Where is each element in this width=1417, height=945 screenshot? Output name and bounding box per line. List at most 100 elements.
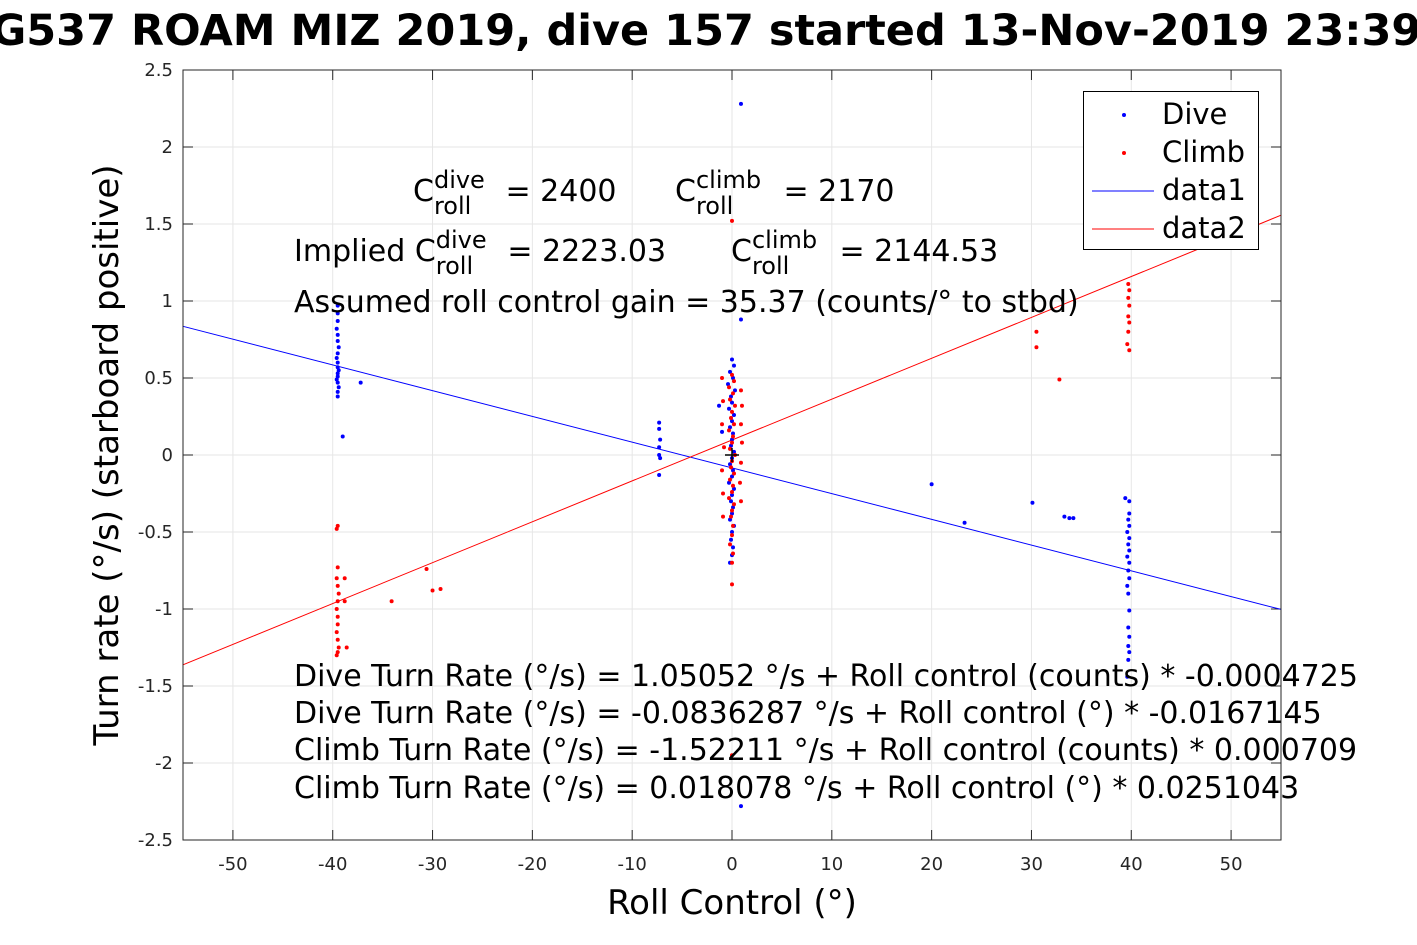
climb-point (739, 440, 744, 445)
climb-point (738, 388, 743, 393)
legend-item-data1: data1 (1084, 171, 1258, 209)
chart-title-text: SG537 ROAM MIZ 2019, dive 157 started 13… (0, 6, 1417, 56)
climb-point (730, 523, 735, 528)
climb-point (731, 379, 736, 384)
legend: Dive Climb data1 data2 (1083, 91, 1259, 250)
x-tick-label: 10 (820, 854, 843, 875)
climb-point (1126, 314, 1131, 319)
chart-title: SG537 ROAM MIZ 2019, dive 157 started 13… (0, 6, 1417, 56)
dive-point (1126, 625, 1131, 630)
climb-point (334, 630, 339, 635)
climb-point (730, 372, 734, 377)
climb-point (730, 409, 734, 414)
dive-point (730, 511, 734, 516)
dive-point (1125, 674, 1130, 679)
x-axis-label: Roll Control (°) (607, 883, 857, 923)
dive-point (726, 382, 731, 387)
dive-point (1127, 650, 1132, 655)
dive-point (728, 425, 733, 430)
climb-point (728, 446, 733, 451)
dive-point (336, 368, 341, 373)
climb-point (438, 586, 443, 591)
climb-point (342, 599, 347, 604)
y-tick-label: -1 (155, 599, 173, 620)
climb-point (729, 465, 734, 470)
climb-point (1057, 377, 1062, 382)
dive-point (658, 456, 663, 461)
climb-point (731, 502, 736, 507)
dive-point (929, 482, 934, 487)
climb-point (1127, 288, 1132, 293)
climb-point (334, 526, 339, 531)
climb-point (731, 471, 736, 476)
axes-box (182, 69, 1282, 841)
dive-point (728, 517, 733, 522)
climb-point (335, 565, 340, 570)
dive-point (730, 545, 735, 550)
dive-point (335, 365, 340, 370)
y-tick-label: 1 (162, 291, 173, 312)
dive-point (657, 420, 662, 425)
climb-point (738, 499, 743, 504)
x-tick-label: 0 (726, 854, 737, 875)
climb-marker-swatch (1122, 151, 1126, 155)
dive-point (730, 493, 734, 498)
climb-point (728, 397, 733, 402)
y-tick-label: 0 (162, 445, 173, 466)
dive-point (729, 394, 734, 399)
y-tick-label: -2 (155, 753, 173, 774)
scatter-points (334, 101, 1132, 809)
dive-point (731, 412, 736, 417)
legend-item-climb: Climb (1084, 133, 1258, 171)
dive-point (1126, 517, 1131, 522)
dive-point (334, 326, 339, 331)
climb-point (730, 753, 734, 758)
y-axis-label: Turn rate (°/s) (starboard positive) (87, 164, 127, 746)
dive-point (1127, 576, 1132, 581)
dive-point (1125, 583, 1130, 588)
climb-point (335, 650, 340, 655)
climb-point (738, 460, 743, 465)
climb-point (728, 477, 733, 482)
climb-point (730, 508, 734, 513)
dive-point (730, 437, 734, 442)
x-tick-label: -40 (318, 854, 347, 875)
dive-point (1030, 500, 1035, 505)
climb-point (335, 583, 340, 588)
dive-point (1125, 554, 1130, 559)
climb-point (720, 468, 725, 473)
climb-point (730, 440, 734, 445)
climb-point (727, 428, 732, 433)
dive-point (1127, 523, 1132, 528)
dive-point (335, 371, 340, 376)
climb-point (738, 422, 743, 427)
dive-point (728, 369, 733, 374)
dive-point (1127, 536, 1132, 541)
climb-point (730, 489, 734, 494)
dive-point (738, 101, 743, 106)
dive-point (730, 357, 734, 362)
y-tick-label: 2 (162, 137, 173, 158)
legend-label-data1: data1 (1162, 173, 1246, 207)
climb-point (424, 566, 429, 571)
dive-marker-swatch (1122, 113, 1126, 117)
dive-point (335, 339, 340, 344)
y-tick-label: -0.5 (138, 522, 173, 543)
dive-point (732, 388, 737, 393)
dive-counts-equation: Dive Turn Rate (°/s) = 1.05052 °/s + Rol… (294, 659, 1358, 694)
data1-line-swatch (1092, 190, 1154, 192)
climb-point (730, 434, 735, 439)
dive-point (738, 804, 743, 809)
dive-point (358, 380, 363, 385)
dive-point (1127, 548, 1132, 553)
climb-point (730, 483, 735, 488)
dive-point (730, 376, 735, 380)
climb-point (730, 218, 734, 223)
dive-point (335, 351, 340, 356)
y-tick-label: -2.5 (138, 830, 173, 851)
x-tick-label: -10 (617, 854, 646, 875)
climb-point (1034, 345, 1039, 350)
